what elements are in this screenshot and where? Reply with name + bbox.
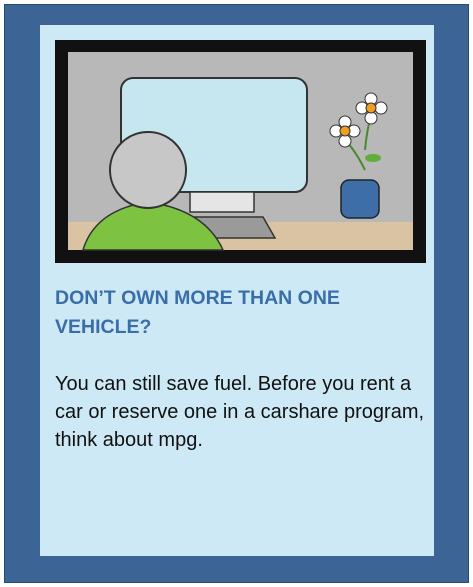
body-text: You can still save fuel. Before you rent…: [55, 370, 425, 454]
illustration: [55, 40, 426, 263]
page: DON’T OWN MORE THAN ONE VEHICLE? You can…: [0, 0, 473, 587]
heading: DON’T OWN MORE THAN ONE VEHICLE?: [55, 284, 365, 342]
